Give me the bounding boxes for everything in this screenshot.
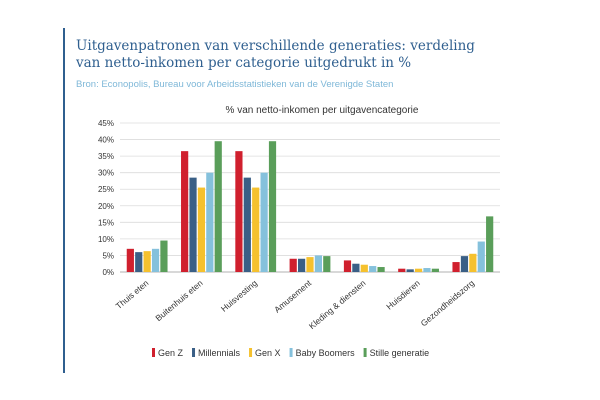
- gridlines: [120, 122, 500, 273]
- bar: [431, 268, 439, 272]
- bar: [477, 241, 485, 272]
- bar: [323, 256, 331, 272]
- legend-item: Gen Z: [152, 348, 184, 358]
- legend-swatch: [289, 348, 293, 357]
- legend-swatch: [363, 348, 367, 357]
- bar: [343, 260, 352, 272]
- bar: [469, 253, 477, 272]
- y-axis: 0% 5% 10% 15% 20% 25% 30% 35% 40% 45%: [98, 119, 114, 277]
- legend-swatch: [152, 348, 155, 357]
- bar: [377, 267, 385, 272]
- bar: [151, 248, 160, 272]
- legend: Gen Z Millennials Gen X Baby Boomers Stille …: [152, 348, 429, 358]
- bar: [160, 240, 168, 272]
- y-tick-label: 45%: [98, 119, 114, 128]
- y-tick-label: 20%: [98, 202, 114, 211]
- bar: [189, 177, 197, 272]
- page-title: Uitgavenpatronen van verschillende gener…: [76, 38, 576, 72]
- category-label: Amusement: [272, 277, 314, 314]
- legend-label: Millennials: [198, 348, 241, 358]
- bar: [460, 256, 469, 272]
- bar: [135, 252, 143, 272]
- bar: [406, 269, 414, 272]
- y-tick-label: 15%: [98, 218, 114, 227]
- category-label: Kleding & diensten: [307, 278, 368, 331]
- bar: [298, 258, 306, 272]
- legend-label: Gen Z: [158, 348, 184, 358]
- legend-swatch: [249, 348, 253, 357]
- source-note: Bron: Econopolis, Bureau voor Arbeidssta…: [76, 79, 394, 90]
- bar: [398, 268, 406, 272]
- bar: [197, 187, 206, 272]
- bar: [369, 266, 377, 272]
- bar: [314, 255, 322, 272]
- bar: [214, 141, 222, 272]
- bar: [423, 268, 431, 272]
- category-label: Buitenhuis eten: [153, 278, 205, 324]
- x-axis: Thuis eten Buitenhuis eten Huisvesting Amus…: [114, 277, 477, 331]
- bar: [414, 268, 423, 272]
- chart-title: % van netto-inkomen per uitgavencategori…: [226, 105, 419, 116]
- legend-item: Baby Boomers: [289, 348, 356, 358]
- legend-label: Baby Boomers: [296, 348, 356, 358]
- category-label: Huisdieren: [384, 278, 422, 312]
- bar: [126, 248, 134, 272]
- accent-bar: [63, 28, 65, 373]
- bars: [126, 141, 494, 272]
- legend-swatch: [192, 348, 196, 357]
- legend-label: Stille generatie: [370, 348, 430, 358]
- y-tick-label: 10%: [98, 235, 114, 244]
- bar: [360, 264, 368, 272]
- bar: [289, 258, 297, 272]
- bar: [181, 151, 189, 272]
- y-tick-label: 35%: [98, 152, 114, 161]
- bar: [206, 172, 214, 272]
- bar: [452, 262, 460, 272]
- legend-item: Stille generatie: [363, 348, 430, 358]
- title-line-1: Uitgavenpatronen van verschillende gener…: [76, 38, 475, 54]
- bar: [268, 141, 277, 272]
- bar: [252, 187, 260, 272]
- category-label: Gezondheidszorg: [419, 278, 477, 329]
- y-tick-label: 30%: [98, 169, 114, 178]
- category-label: Thuis eten: [114, 278, 151, 311]
- bar: [352, 263, 360, 272]
- bar: [143, 251, 151, 272]
- title-line-2: van netto-inkomen per categorie uitgedru…: [76, 55, 412, 71]
- bar: [235, 151, 243, 272]
- y-tick-label: 40%: [98, 136, 114, 145]
- bar: [306, 257, 314, 272]
- y-tick-label: 25%: [98, 185, 114, 194]
- y-tick-label: 5%: [102, 251, 114, 260]
- category-label: Huisvesting: [219, 278, 259, 314]
- bar: [243, 177, 251, 272]
- bar: [486, 216, 494, 272]
- legend-label: Gen X: [255, 348, 281, 358]
- legend-item: Gen X: [249, 348, 281, 358]
- legend-item: Millennials: [192, 348, 241, 358]
- y-tick-label: 0%: [102, 268, 114, 277]
- bar: [260, 172, 268, 272]
